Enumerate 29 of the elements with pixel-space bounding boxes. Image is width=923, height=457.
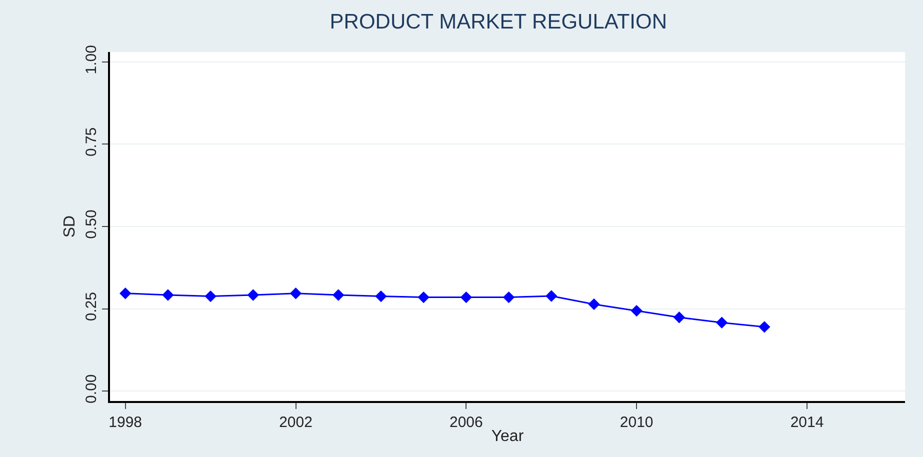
point <box>716 316 728 328</box>
point <box>418 291 430 304</box>
point <box>375 290 387 302</box>
point <box>546 290 558 302</box>
point <box>162 289 174 301</box>
point <box>204 290 216 302</box>
point <box>630 304 642 317</box>
chart-title: PRODUCT MARKET REGULATION <box>330 10 668 34</box>
point <box>460 291 472 304</box>
x-tick-label: 2006 <box>449 414 483 431</box>
x-axis-title: Year <box>491 428 524 446</box>
x-tick-label: 2014 <box>790 414 824 431</box>
y-tick-label: 0.00 <box>83 374 100 404</box>
point <box>119 287 132 300</box>
point <box>332 289 344 301</box>
point <box>247 289 259 301</box>
y-tick-label: 0.25 <box>83 292 100 322</box>
point <box>758 321 770 333</box>
y-tick-label: 0.50 <box>83 210 100 239</box>
y-tick-label: 1.00 <box>83 45 100 74</box>
point <box>588 298 600 310</box>
y-tick-label: 0.75 <box>83 127 100 157</box>
point <box>290 287 302 300</box>
y-axis-title: SD <box>61 215 78 238</box>
point <box>673 312 686 324</box>
x-tick-label: 1998 <box>108 414 142 431</box>
x-tick-label: 2002 <box>279 414 312 431</box>
point <box>502 291 515 304</box>
x-tick-label: 2010 <box>620 414 654 431</box>
